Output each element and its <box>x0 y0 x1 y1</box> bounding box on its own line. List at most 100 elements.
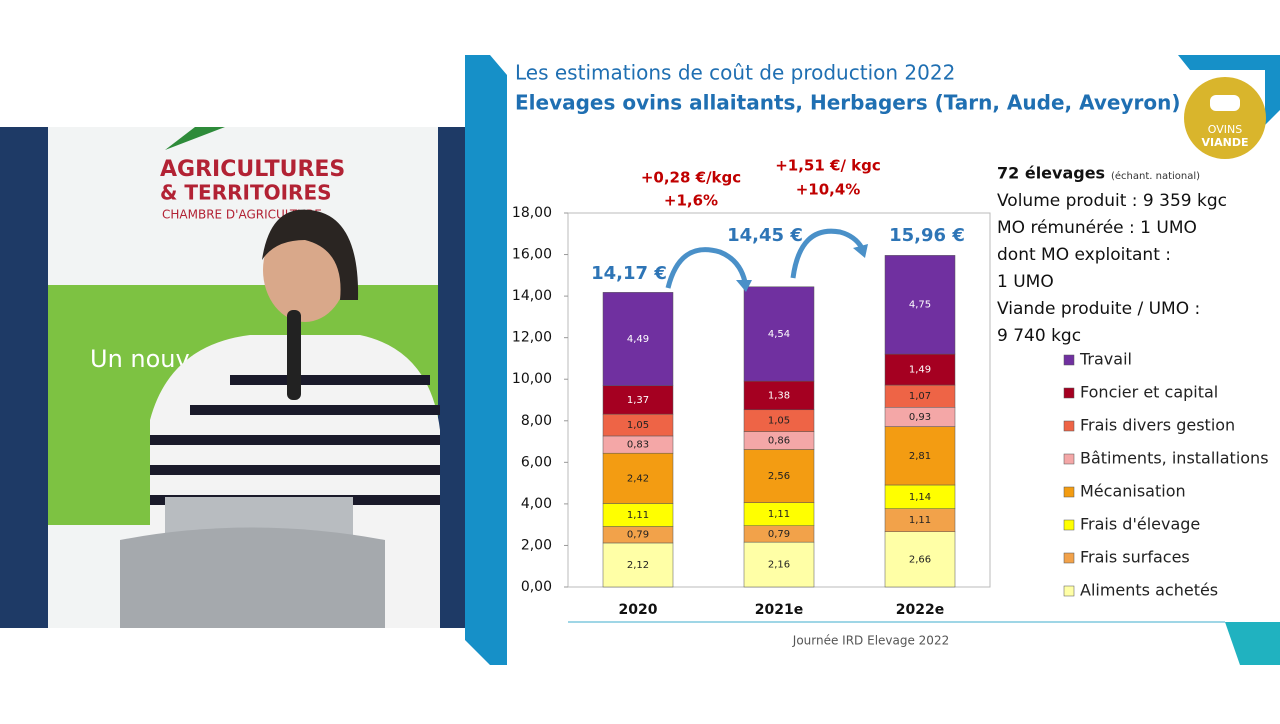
y-tick-label: 6,00 <box>521 454 552 470</box>
arrow <box>790 228 865 279</box>
x-tick-label: 2022e <box>896 602 944 618</box>
annotation: +0,28 €/kgc <box>641 169 741 187</box>
value-label: 1,07 <box>909 391 931 402</box>
info-heading: 72 élevages <box>997 164 1105 183</box>
arrow-head <box>853 244 868 258</box>
lectern <box>120 527 385 628</box>
legend-label: Aliments achetés <box>1080 581 1218 600</box>
legend-swatch <box>1063 552 1075 564</box>
bar-segment <box>602 452 674 504</box>
bar-segment <box>884 255 956 355</box>
y-tick-label: 0,00 <box>521 579 552 595</box>
legend-swatch <box>1063 519 1075 531</box>
bar-segment <box>884 426 956 486</box>
legend-label: Frais d'élevage <box>1080 515 1200 534</box>
y-tick-label: 2,00 <box>521 537 552 553</box>
value-label: 2,81 <box>909 451 931 462</box>
logo-sheep <box>1210 95 1240 111</box>
legend-label: Frais surfaces <box>1080 548 1190 567</box>
info-line: 9 740 kgc <box>997 326 1081 346</box>
value-label: 0,79 <box>768 529 790 540</box>
bar-segment <box>743 449 815 503</box>
annotation: +1,6% <box>664 192 718 210</box>
slide-corner-bottom <box>1225 622 1280 665</box>
y-tick-label: 4,00 <box>521 496 552 512</box>
arrow <box>665 247 748 289</box>
x-tick-label: 2020 <box>619 602 658 618</box>
value-label: 2,66 <box>909 554 931 565</box>
legend-label: Bâtiments, installations <box>1080 449 1269 468</box>
info-lines: Volume produit : 9 359 kgc MO rémunérée :… <box>997 191 1227 346</box>
logo-circle <box>1184 77 1266 159</box>
banner-text: & TERRITOIRES <box>160 181 332 205</box>
y-tick-label: 10,00 <box>512 371 552 387</box>
bar-segment <box>743 380 815 411</box>
value-label: 1,11 <box>627 510 649 521</box>
slide-footer: Journée IRD Elevage 2022 <box>792 634 949 648</box>
slide-left-band <box>465 55 507 665</box>
value-label: 1,49 <box>909 365 931 376</box>
bar-segment <box>884 353 956 386</box>
value-label: 2,12 <box>627 560 649 571</box>
x-tick-label: 2021e <box>755 602 803 618</box>
legend-swatch <box>1063 354 1075 366</box>
value-label: 1,11 <box>909 515 931 526</box>
person-hair <box>262 209 359 300</box>
legend-swatch <box>1063 585 1075 597</box>
info-line: Volume produit : 9 359 kgc <box>997 191 1227 211</box>
slide-subtitle: Elevages ovins allaitants, Herbagers (Ta… <box>515 91 1180 115</box>
video-photo: AGRICULTURES & TERRITOIRES CHAMBRE D'AGR… <box>0 127 465 628</box>
value-label: 4,54 <box>768 329 790 340</box>
total-label: 14,17 € <box>591 263 667 284</box>
arrow-head <box>736 280 752 292</box>
logo-text: OVINS <box>1208 123 1242 136</box>
info-note: (échant. national) <box>1111 170 1200 182</box>
bar-segment <box>602 542 674 588</box>
info-line: Viande produite / UMO : <box>997 299 1200 319</box>
bar-segment <box>602 292 674 386</box>
legend-label: Foncier et capital <box>1080 383 1218 402</box>
bar-segment <box>743 286 815 382</box>
value-label: 0,86 <box>768 436 790 447</box>
info-line: MO rémunérée : 1 UMO <box>997 218 1197 238</box>
info-line: 1 UMO <box>997 272 1054 292</box>
legend-label: Travail <box>1079 350 1132 369</box>
value-label: 4,75 <box>909 300 931 311</box>
legend-swatch <box>1063 486 1075 498</box>
bar-segment <box>602 385 674 415</box>
value-label: 4,49 <box>627 334 649 345</box>
y-tick-label: 12,00 <box>512 330 552 346</box>
value-label: 2,42 <box>627 473 649 484</box>
slide-corner <box>1178 55 1280 125</box>
value-label: 2,16 <box>768 560 790 571</box>
y-tick-label: 16,00 <box>512 247 552 263</box>
legend-swatch <box>1063 420 1075 432</box>
value-label: 1,37 <box>627 395 649 406</box>
annotation: +10,4% <box>796 181 861 199</box>
legend-swatch <box>1063 453 1075 465</box>
total-label: 15,96 € <box>889 225 965 246</box>
annotation: +1,51 €/ kgc <box>775 157 881 175</box>
legend-swatch <box>1063 387 1075 399</box>
value-label: 0,93 <box>909 412 931 423</box>
legend-label: Mécanisation <box>1080 482 1186 501</box>
y-tick-label: 14,00 <box>512 288 552 304</box>
total-label: 14,45 € <box>727 225 803 246</box>
value-label: 1,38 <box>768 390 790 401</box>
banner-logo <box>165 127 225 150</box>
slide-title: Les estimations de coût de production 20… <box>515 61 955 85</box>
value-label: 1,05 <box>768 416 790 427</box>
legend-label: Frais divers gestion <box>1080 416 1235 435</box>
value-label: 1,14 <box>909 492 931 503</box>
value-label: 0,79 <box>627 530 649 541</box>
value-label: 0,83 <box>627 440 649 451</box>
microphone <box>287 310 301 400</box>
value-label: 2,56 <box>768 471 790 482</box>
info-line: dont MO exploitant : <box>997 245 1171 265</box>
value-label: 1,05 <box>627 420 649 431</box>
value-label: 1,11 <box>768 509 790 520</box>
y-tick-label: 8,00 <box>521 413 552 429</box>
y-tick-label: 18,00 <box>512 205 552 221</box>
logo-text: VIANDE <box>1202 136 1249 149</box>
